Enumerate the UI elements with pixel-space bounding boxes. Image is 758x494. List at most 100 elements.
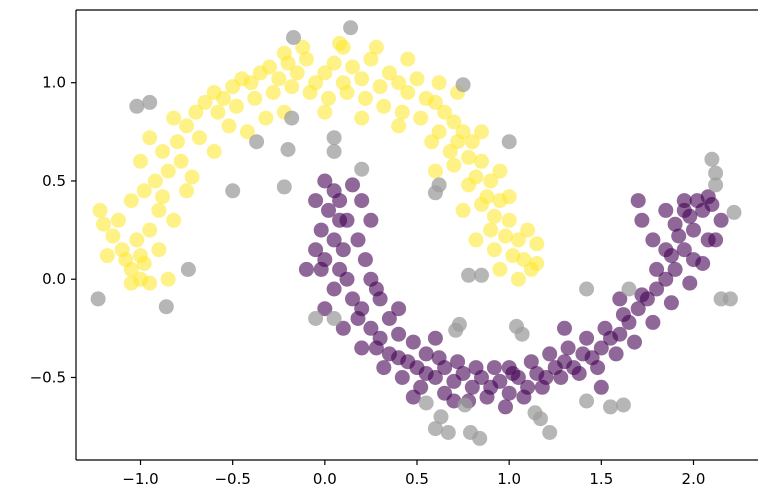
data-point-lower-moon (368, 281, 384, 297)
data-point-upper-moon (498, 228, 513, 244)
data-point-upper-moon (510, 271, 526, 287)
data-point-noise (440, 425, 456, 440)
data-point-lower-moon (431, 350, 447, 366)
data-point-upper-moon (354, 71, 370, 87)
data-point-upper-moon (321, 90, 336, 106)
data-point-lower-moon (405, 389, 421, 405)
data-point-upper-moon (400, 85, 416, 100)
data-point-upper-moon (247, 90, 263, 106)
data-point-upper-moon (468, 232, 484, 248)
data-point-upper-moon (99, 248, 115, 264)
data-point-lower-moon (671, 228, 687, 244)
data-point-upper-moon (284, 79, 300, 95)
data-point-lower-moon (313, 261, 329, 277)
data-point-noise (542, 425, 558, 440)
data-point-upper-moon (376, 98, 392, 114)
data-point-noise (418, 395, 434, 411)
data-point-lower-moon (593, 379, 609, 395)
data-point-upper-moon (105, 228, 121, 244)
data-point-lower-moon (676, 242, 692, 258)
data-point-upper-moon (474, 124, 489, 140)
data-point-upper-moon (345, 59, 360, 75)
data-point-upper-moon (142, 130, 158, 146)
data-point-upper-moon (136, 183, 152, 199)
data-point-upper-moon (179, 118, 195, 134)
x-tick-label: 2.0 (682, 470, 706, 488)
data-point-noise (90, 291, 106, 307)
data-point-lower-moon (354, 193, 370, 209)
data-point-upper-moon (228, 98, 244, 114)
data-point-upper-moon (486, 242, 502, 258)
data-point-lower-moon (630, 301, 646, 317)
data-point-upper-moon (501, 212, 517, 228)
data-point-lower-moon (381, 311, 397, 326)
data-point-lower-moon (335, 320, 351, 336)
data-point-noise (308, 311, 324, 326)
data-point-upper-moon (262, 59, 277, 75)
data-point-upper-moon (413, 110, 429, 126)
data-point-lower-moon (612, 326, 628, 342)
data-point-upper-moon (123, 275, 139, 291)
data-point-noise (431, 177, 447, 193)
data-point-lower-moon (345, 177, 360, 193)
data-point-noise (579, 281, 595, 297)
data-point-noise (276, 179, 292, 195)
data-point-noise (461, 267, 477, 283)
data-point-upper-moon (501, 189, 517, 205)
data-point-lower-moon (308, 242, 324, 258)
data-point-upper-moon (368, 39, 384, 55)
data-point-noise (455, 77, 471, 93)
data-point-noise (448, 322, 464, 338)
data-point-lower-moon (649, 261, 665, 277)
data-point-upper-moon (400, 51, 416, 67)
data-point-upper-moon (221, 118, 237, 134)
data-point-lower-moon (368, 340, 384, 356)
y-tick-label: 1.0 (42, 74, 66, 92)
data-point-noise (142, 94, 158, 110)
data-point-lower-moon (498, 399, 513, 415)
data-point-upper-moon (354, 110, 370, 126)
data-point-lower-moon (405, 334, 421, 350)
data-point-lower-moon (695, 256, 711, 271)
data-point-upper-moon (110, 212, 126, 228)
data-point-lower-moon (658, 242, 674, 258)
points-layer (90, 20, 742, 446)
x-tick-label: 1.0 (497, 470, 521, 488)
data-point-noise (474, 267, 489, 283)
data-point-upper-moon (483, 173, 499, 189)
data-point-lower-moon (455, 366, 471, 381)
data-point-upper-moon (461, 177, 477, 193)
data-point-lower-moon (339, 212, 355, 228)
data-point-lower-moon (667, 216, 683, 232)
data-point-noise (603, 399, 618, 415)
data-point-noise (286, 30, 301, 45)
data-point-upper-moon (258, 110, 274, 126)
data-point-lower-moon (571, 366, 587, 381)
data-point-upper-moon (335, 39, 351, 55)
data-point-lower-moon (542, 346, 558, 362)
data-point-upper-moon (206, 144, 222, 159)
data-point-lower-moon (339, 271, 355, 287)
data-point-upper-moon (486, 208, 502, 224)
data-point-lower-moon (345, 291, 360, 307)
data-point-noise (621, 281, 637, 297)
data-point-lower-moon (317, 173, 333, 189)
data-point-lower-moon (634, 212, 650, 228)
data-point-upper-moon (326, 55, 342, 71)
data-point-upper-moon (160, 163, 176, 179)
data-point-lower-moon (627, 334, 642, 350)
data-point-lower-moon (363, 320, 379, 336)
data-point-upper-moon (179, 183, 195, 199)
data-point-noise (708, 177, 724, 193)
data-point-upper-moon (169, 134, 185, 150)
x-tick-label: −1.0 (122, 470, 158, 488)
data-point-upper-moon (243, 75, 259, 91)
data-point-upper-moon (147, 173, 163, 189)
data-point-lower-moon (501, 360, 517, 376)
data-point-lower-moon (579, 330, 595, 346)
data-point-upper-moon (317, 104, 333, 120)
data-point-upper-moon (133, 153, 148, 169)
data-point-upper-moon (437, 104, 453, 120)
data-point-upper-moon (118, 252, 134, 268)
data-point-upper-moon (210, 104, 226, 120)
